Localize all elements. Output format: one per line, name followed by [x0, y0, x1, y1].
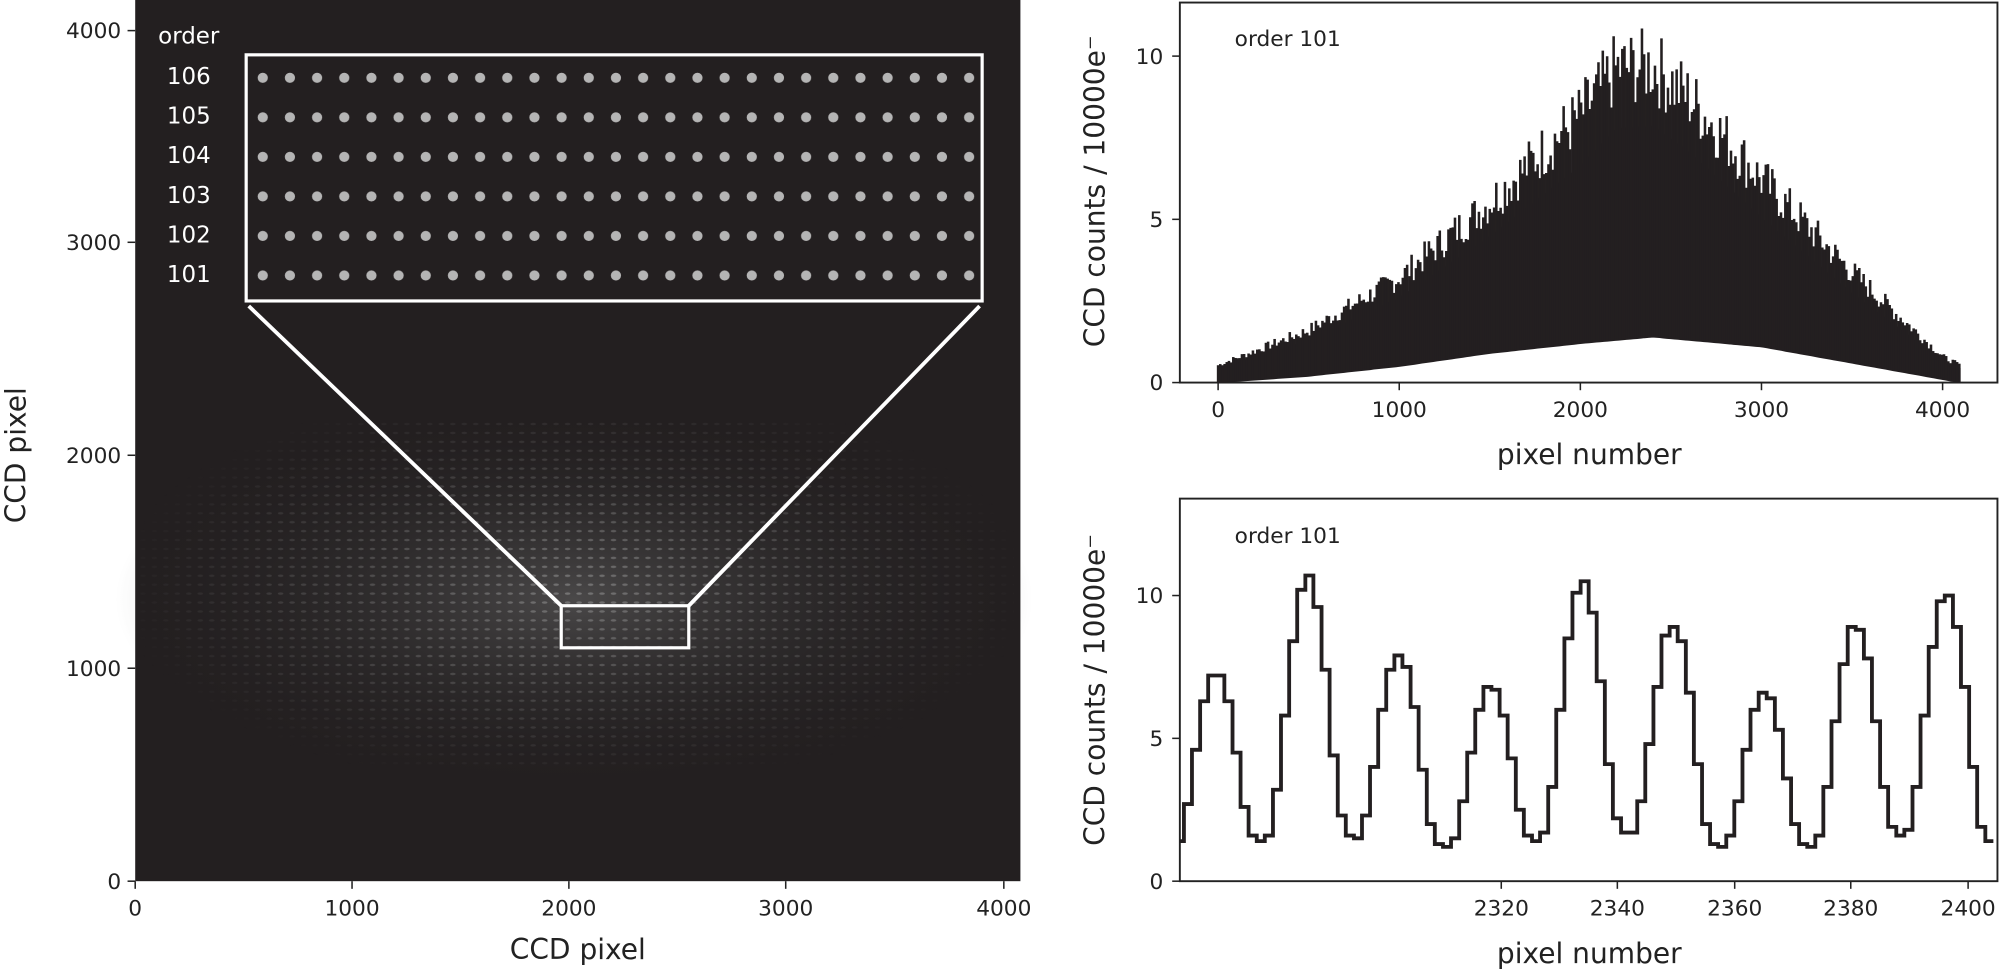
- x-tick: 0: [1211, 398, 1225, 423]
- inset-order-label: 105: [167, 104, 211, 130]
- zoom-box: [559, 604, 691, 650]
- connector-right: [687, 304, 981, 608]
- x-axis-label: pixel number: [1497, 937, 1682, 970]
- step-spectrum-line: [1179, 573, 1994, 849]
- inset-order-label: 103: [167, 183, 211, 209]
- x-tick: 2400: [1941, 897, 1996, 922]
- x-tick: 1000: [1372, 398, 1427, 423]
- zoomed-order-plot: order 101 0 5 10 2320 2340 2360 2380 240…: [1079, 497, 1999, 970]
- y-tick: 10: [1136, 45, 1164, 70]
- x-tick: 2380: [1823, 897, 1878, 922]
- y-tick: 5: [1149, 208, 1163, 233]
- inset-order-label: 101: [167, 262, 211, 288]
- x-tick: 4000: [1915, 398, 1970, 423]
- order-annotation: order 101: [1235, 524, 1341, 549]
- y-tick: 0: [1149, 371, 1163, 396]
- br-ticks: [1172, 594, 1969, 889]
- x-tick: 0: [128, 897, 142, 922]
- x-tick: 3000: [758, 897, 813, 922]
- tr-ticks: [1172, 55, 1944, 391]
- spectrum-spikes: [1216, 28, 1961, 383]
- x-tick: 3000: [1734, 398, 1789, 423]
- y-axis-label: CCD counts / 10000e⁻: [1079, 534, 1112, 846]
- plot-frame: [1178, 497, 1999, 883]
- x-tick: 2320: [1474, 897, 1529, 922]
- inset: [244, 53, 984, 303]
- connector-left: [247, 304, 563, 608]
- inset-spots: [250, 58, 979, 298]
- inset-order-header: order: [158, 23, 220, 49]
- y-tick: 2000: [66, 444, 121, 469]
- y-tick: 0: [107, 870, 121, 895]
- x-tick: 4000: [976, 897, 1031, 922]
- x-tick: 2000: [1553, 398, 1608, 423]
- y-tick: 1000: [66, 657, 121, 682]
- y-tick: 0: [1149, 870, 1163, 895]
- y-tick: 5: [1149, 727, 1163, 752]
- x-axis-label: CCD pixel: [510, 933, 646, 966]
- x-tick: 2000: [541, 897, 596, 922]
- inset-order-label: 106: [167, 64, 211, 90]
- ccd-image-panel: order 106 105 104 103 102 101 0 1000 200…: [0, 0, 1034, 966]
- y-axis-label: CCD counts / 10000e⁻: [1079, 35, 1112, 347]
- full-order-plot: order 101 0 5 10 0 1000 2000 3000 4000 p…: [1079, 1, 1999, 471]
- y-axis-label: CCD pixel: [0, 387, 33, 523]
- x-axis-label: pixel number: [1497, 438, 1682, 471]
- ccd-comb-spots: [140, 420, 1015, 766]
- inset-order-label: 104: [167, 143, 211, 169]
- x-tick: 2340: [1590, 897, 1645, 922]
- y-tick: 4000: [66, 19, 121, 44]
- y-tick: 3000: [66, 231, 121, 256]
- x-tick: 1000: [324, 897, 379, 922]
- left-axis-ticks: [127, 29, 1005, 889]
- x-tick: 2360: [1707, 897, 1762, 922]
- y-tick: 10: [1136, 584, 1164, 609]
- inset-order-label: 102: [167, 222, 211, 248]
- order-annotation: order 101: [1235, 27, 1341, 52]
